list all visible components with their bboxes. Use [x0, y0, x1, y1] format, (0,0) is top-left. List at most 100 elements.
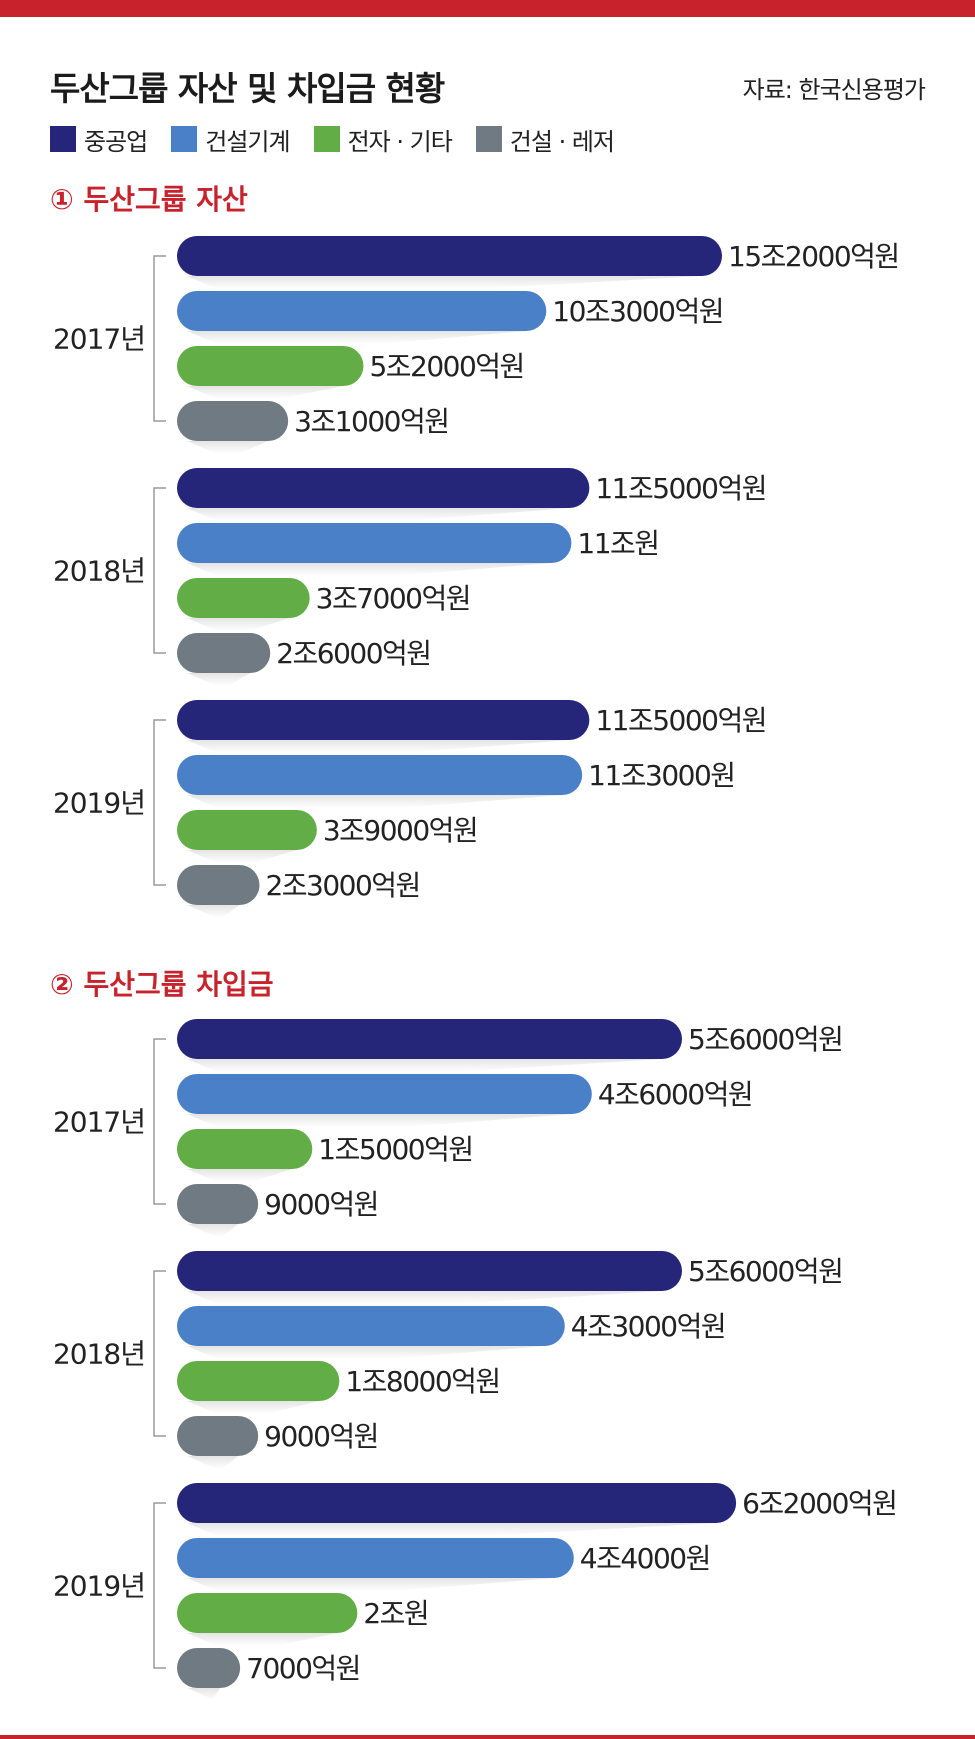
bar	[177, 236, 722, 276]
legend-swatch	[475, 126, 502, 152]
bar-shadow	[187, 1633, 338, 1646]
bar	[177, 865, 260, 905]
legend-swatch	[50, 126, 76, 152]
section-title: ① 두산그룹 자산	[50, 183, 248, 216]
top-accent-bar	[0, 0, 975, 17]
bar	[177, 700, 590, 740]
group-bracket	[153, 1502, 166, 1669]
bar-shadow	[187, 276, 702, 289]
data-label: 9000억원	[264, 1420, 378, 1453]
group-bracket	[153, 1270, 166, 1437]
year-label: 2017년	[53, 323, 145, 356]
legend-label: 중공업	[84, 127, 148, 156]
legend-label: 전자 · 기타	[347, 127, 453, 156]
bar	[177, 1483, 737, 1523]
bar	[177, 401, 289, 441]
year-label: 2019년	[53, 1570, 145, 1603]
group-bracket	[153, 1038, 166, 1205]
bar	[177, 1361, 340, 1401]
bar-shadow	[187, 1346, 545, 1359]
bar-shadow	[187, 850, 297, 863]
data-label: 9000억원	[264, 1188, 378, 1221]
bar	[177, 1306, 565, 1346]
legend-item-heavy-industry: 중공업	[50, 122, 148, 157]
bar	[177, 755, 583, 795]
bar-shadow	[187, 386, 344, 399]
year-label: 2018년	[53, 1338, 145, 1371]
source-note: 자료: 한국신용평가	[742, 76, 926, 104]
data-label: 4조4000원	[580, 1542, 710, 1575]
data-label: 3조9000억원	[323, 814, 477, 847]
bar-shadow	[187, 1523, 717, 1536]
bar-shadow	[187, 618, 290, 631]
bar	[177, 578, 310, 618]
bar-shadow	[187, 1169, 293, 1182]
bar	[177, 1184, 259, 1224]
bar	[177, 1538, 574, 1578]
bar-shadow	[187, 1224, 239, 1237]
bar-shadow	[187, 740, 570, 753]
bar-shadow	[187, 795, 563, 808]
legend-swatch	[171, 126, 198, 152]
bar-shadow	[187, 1578, 554, 1591]
bar	[177, 633, 271, 673]
bar	[177, 1416, 259, 1456]
legend-label: 건설기계	[205, 127, 290, 156]
bar	[177, 468, 590, 508]
bottom-accent-bar	[0, 1735, 975, 1739]
legend-item-construction-machinery: 건설기계	[171, 122, 291, 157]
bar-shadow	[187, 1059, 662, 1072]
data-label: 5조6000억원	[688, 1023, 842, 1056]
data-label: 11조5000억원	[595, 472, 766, 505]
bar-shadow	[187, 508, 570, 521]
bar	[177, 1019, 682, 1059]
bar	[177, 810, 317, 850]
data-label: 5조6000억원	[688, 1255, 842, 1288]
data-label: 2조3000억원	[265, 869, 419, 902]
data-label: 6조2000억원	[742, 1487, 896, 1520]
data-label: 4조3000억원	[571, 1310, 725, 1343]
bar	[177, 346, 364, 386]
data-label: 11조3000원	[588, 759, 734, 792]
data-label: 11조5000억원	[595, 704, 766, 737]
group-bracket	[153, 487, 166, 654]
year-label: 2019년	[53, 787, 145, 820]
legend-label: 건설 · 레저	[509, 127, 615, 156]
data-label: 7000억원	[246, 1652, 360, 1685]
data-label: 10조3000억원	[552, 295, 723, 328]
data-label: 4조6000억원	[598, 1078, 752, 1111]
bar	[177, 1251, 682, 1291]
data-label: 2조6000억원	[276, 637, 430, 670]
bar	[177, 1074, 592, 1114]
bar-shadow	[187, 1291, 662, 1304]
data-label: 5조2000억원	[369, 350, 523, 383]
bar	[177, 1129, 313, 1169]
page-title: 두산그룹 자산 및 차입금 현황	[50, 69, 445, 108]
data-label: 11조원	[577, 527, 658, 560]
data-label: 2조원	[363, 1597, 428, 1630]
bar-shadow	[187, 1401, 320, 1414]
legend-item-electronics-other: 전자 · 기타	[313, 122, 453, 157]
data-label: 1조5000억원	[318, 1133, 472, 1166]
bar-shadow	[187, 905, 240, 918]
data-label: 15조2000억원	[728, 240, 899, 273]
bar-shadow	[187, 331, 527, 344]
bar	[177, 1648, 241, 1688]
data-label: 3조7000억원	[316, 582, 470, 615]
group-bracket	[153, 719, 166, 886]
year-label: 2017년	[53, 1106, 145, 1139]
legend: 중공업 건설기계 전자 · 기타 건설 · 레저	[50, 122, 638, 156]
bar-shadow	[187, 1456, 239, 1469]
bar	[177, 523, 572, 563]
bar	[177, 291, 547, 331]
bar-shadow	[187, 441, 269, 454]
bar-shadow	[187, 563, 552, 576]
legend-swatch	[313, 126, 340, 152]
group-bracket	[153, 255, 166, 422]
legend-item-construction-leisure: 건설 · 레저	[475, 122, 615, 157]
year-label: 2018년	[53, 555, 145, 588]
data-label: 1조8000억원	[345, 1365, 499, 1398]
data-label: 3조1000억원	[294, 405, 448, 438]
section-title: ② 두산그룹 차입금	[50, 968, 274, 1001]
